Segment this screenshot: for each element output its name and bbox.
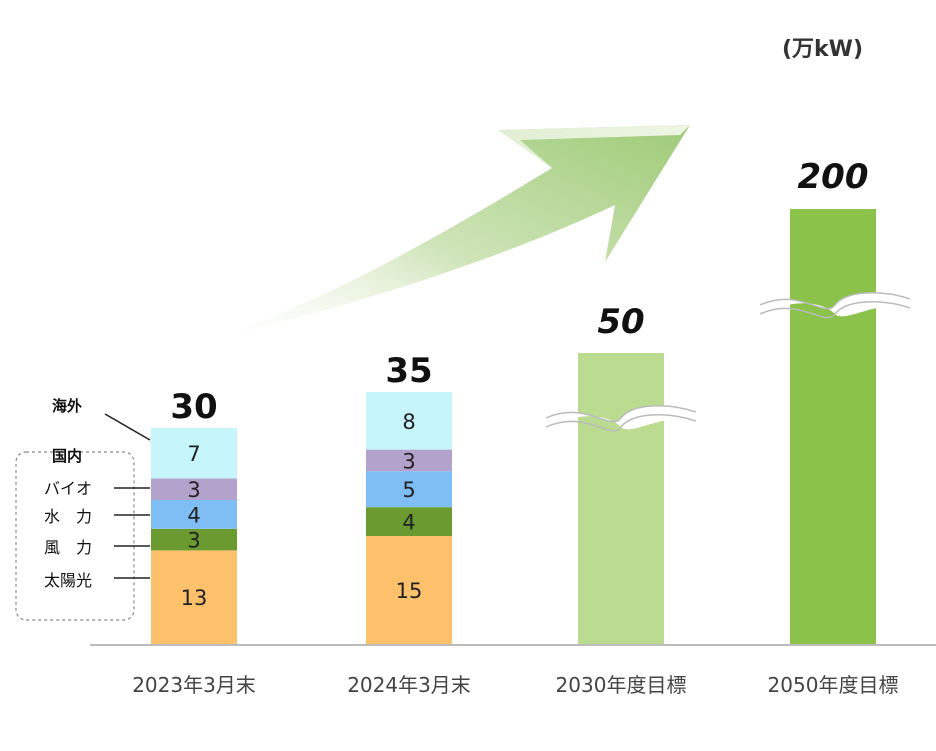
bar-wind-0 bbox=[151, 528, 237, 551]
bar-bio-1 bbox=[366, 449, 452, 472]
legend-overseas: 海外 bbox=[52, 397, 82, 415]
bar-target-3 bbox=[790, 209, 876, 644]
legend-overseas-leader bbox=[104, 413, 151, 441]
legend: 海外 国内 バイオ 水 力 風 力 太陽光 bbox=[15, 397, 151, 621]
legend-bio: バイオ bbox=[44, 479, 92, 498]
bar-hydro-0 bbox=[151, 500, 237, 529]
bar-overseas-0 bbox=[151, 428, 237, 479]
category-label-2024: 2024年3月末 bbox=[347, 673, 471, 697]
growth-arrow-icon bbox=[215, 125, 690, 338]
category-label-2030: 2030年度目標 bbox=[556, 673, 687, 697]
legend-domestic-box bbox=[15, 451, 135, 621]
legend-solar: 太陽光 bbox=[44, 571, 92, 590]
category-label-2023: 2023年3月末 bbox=[132, 673, 256, 697]
bar-solar-1 bbox=[366, 536, 452, 644]
bar-value-wind-1: 4 bbox=[402, 511, 415, 535]
bar-target-2 bbox=[578, 353, 664, 644]
bar-overseas-1 bbox=[366, 392, 452, 450]
legend-hydro: 水 力 bbox=[44, 507, 92, 526]
unit-label: (万kW) bbox=[782, 37, 863, 62]
bar-hydro-1 bbox=[366, 471, 452, 508]
axis-break-2050-icon bbox=[759, 292, 911, 319]
bar-value-overseas-1: 8 bbox=[402, 410, 415, 434]
axis-break-2030-icon bbox=[545, 405, 697, 432]
legend-wind: 風 力 bbox=[44, 538, 92, 557]
legend-domestic: 国内 bbox=[52, 447, 82, 465]
total-label-2030: 50 bbox=[597, 302, 644, 342]
bar-value-hydro-0: 4 bbox=[187, 503, 200, 527]
bar-solar-0 bbox=[151, 550, 237, 644]
bar-value-solar-1: 15 bbox=[396, 579, 423, 603]
total-label-2024: 35 bbox=[385, 351, 432, 391]
bar-value-bio-1: 3 bbox=[402, 449, 415, 473]
total-label-2023: 30 bbox=[170, 387, 217, 427]
bar-wind-1 bbox=[366, 507, 452, 536]
total-label-2050: 200 bbox=[798, 157, 869, 197]
bar-value-wind-0: 3 bbox=[187, 529, 200, 553]
bar-value-bio-0: 3 bbox=[187, 478, 200, 502]
bar-value-hydro-1: 5 bbox=[402, 478, 415, 502]
bar-bio-0 bbox=[151, 478, 237, 500]
bar-value-overseas-0: 7 bbox=[187, 442, 200, 466]
bar-value-solar-0: 13 bbox=[181, 586, 208, 610]
category-label-2050: 2050年度目標 bbox=[768, 673, 899, 697]
